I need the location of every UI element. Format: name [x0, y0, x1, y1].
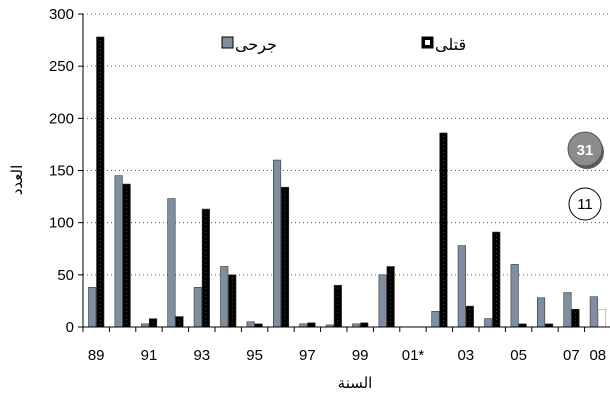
annotation-bubbles: 31 11 [567, 131, 604, 221]
legend-swatch-wounded [221, 36, 234, 49]
bar-wounded-93 [193, 287, 202, 328]
bar-killed-02 [439, 132, 448, 328]
bar-wounded-96 [272, 159, 282, 328]
bar-wounded-08 [589, 296, 598, 328]
bar-wounded-92 [167, 198, 176, 328]
y-tick-labels: 0 50 100 150 200 250 300 [49, 6, 83, 336]
legend-swatch-killed-inner [425, 40, 430, 45]
x-tick-label-91: 91 [141, 347, 158, 364]
x-tick-label-89: 89 [88, 347, 105, 364]
bar-wounded-06 [536, 297, 546, 328]
bar-killed-93 [201, 208, 210, 328]
bar-wounded-94 [220, 266, 229, 328]
bar-wounded-03 [457, 245, 466, 328]
bar-wounded-05 [510, 264, 519, 328]
bubble-31 [567, 131, 603, 167]
legend: جرحى قتلى [221, 35, 466, 55]
x-tick-label-97: 97 [299, 347, 316, 364]
bar-wounded-07 [563, 292, 572, 328]
y-axis-title: العدد [8, 165, 26, 196]
x-tick-labels: 89 91 93 95 97 99 01* 03 05 07 08 [82, 327, 606, 364]
bar-killed-08 [597, 308, 606, 328]
bar-killed-97 [307, 322, 316, 328]
bars [88, 36, 606, 328]
y-tick-label-100: 100 [49, 215, 74, 232]
bubble-31-label: 31 [577, 142, 594, 159]
bar-killed-96 [280, 186, 290, 328]
legend-label-killed: قتلى [435, 35, 466, 54]
bubble-11 [568, 187, 602, 221]
y-tick-label-150: 150 [49, 163, 74, 180]
y-tick-label-200: 200 [49, 110, 74, 127]
bar-wounded-00 [378, 274, 387, 328]
x-tick-label-01star: 01* [402, 347, 425, 364]
y-tick-label-0: 0 [66, 319, 74, 336]
legend-label-wounded: جرحى [235, 35, 277, 55]
x-axis-title: السنة [338, 374, 373, 392]
y-tick-label-250: 250 [49, 58, 74, 75]
bar-killed-92 [175, 316, 184, 328]
bar-wounded-04 [484, 318, 493, 328]
bar-wounded-02 [431, 311, 440, 328]
bubble-11-label: 11 [577, 196, 593, 213]
gridlines [83, 13, 610, 276]
bar-wounded-90 [114, 175, 123, 328]
y-tick-label-300: 300 [49, 6, 74, 23]
x-tick-label-95: 95 [246, 347, 263, 364]
x-tick-label-08: 08 [589, 347, 606, 364]
y-tick-label-50: 50 [57, 267, 74, 284]
x-tick-label-03: 03 [457, 347, 474, 364]
x-tick-label-99: 99 [352, 347, 369, 364]
bar-wounded-95 [246, 321, 255, 328]
x-tick-label-07: 07 [563, 347, 580, 364]
axes [82, 14, 610, 328]
x-tick-label-93: 93 [193, 347, 210, 364]
x-tick-label-05: 05 [510, 347, 527, 364]
bar-wounded-89 [88, 287, 97, 328]
bar-killed-99 [360, 322, 369, 328]
